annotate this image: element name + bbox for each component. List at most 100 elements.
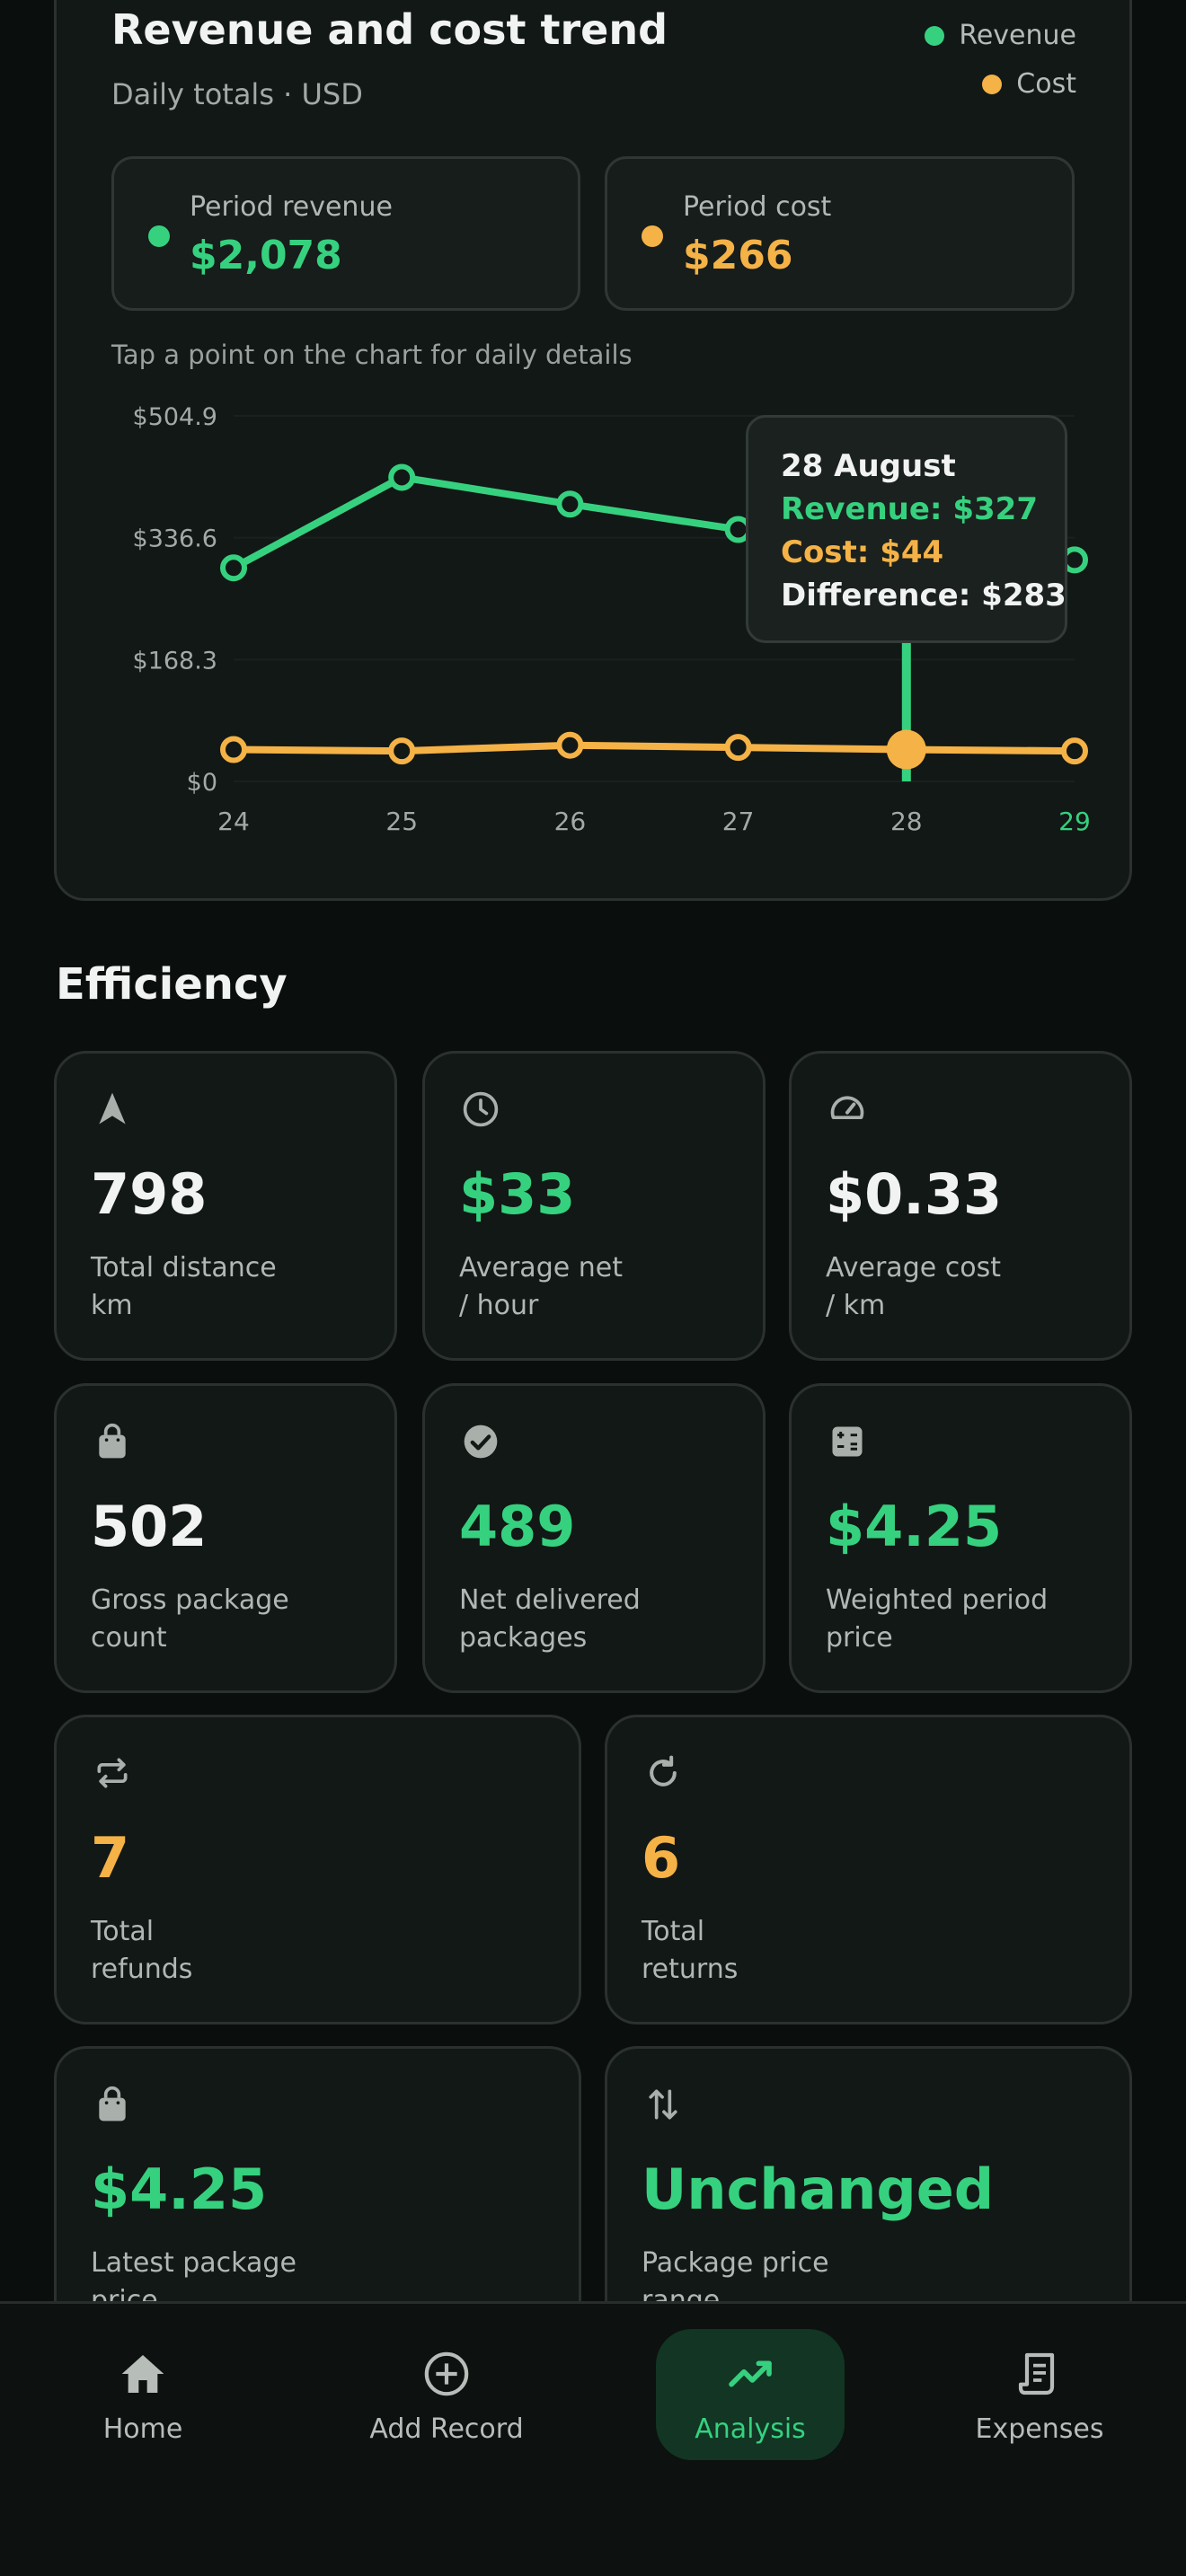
nav-expenses[interactable]: Expenses: [945, 2329, 1134, 2460]
refresh-icon: [650, 1755, 677, 1786]
metric-card: 489 Net delivered packages: [422, 1383, 766, 1693]
period-revenue-box: Period revenue $2,078: [111, 156, 580, 311]
metric-value: $0.33: [826, 1161, 1003, 1227]
legend-cost-dot: [982, 74, 1003, 94]
nav-analysis[interactable]: Analysis: [656, 2329, 845, 2460]
metric-card: 798 Total distance km: [54, 1051, 397, 1361]
tooltip-cost: Cost: $44: [781, 534, 944, 570]
revenue-point: [388, 463, 416, 491]
navigation-arrow-icon: [99, 1092, 126, 1125]
metric-label: Package pricerange: [642, 2245, 929, 2320]
metric-label-line2: km: [91, 1290, 133, 1321]
metric-card: $33 Average net / hour: [422, 1051, 766, 1361]
metric-value: 798: [91, 1161, 208, 1227]
metric-card: 6 Total returns: [605, 1715, 1132, 2025]
x-tick-label: 28: [890, 807, 923, 836]
period-cost-value: $266: [683, 233, 793, 278]
legend-revenue: Revenue: [925, 20, 1076, 51]
metric-label-line1: Weighted period: [826, 1584, 1049, 1616]
check-circle-icon: [464, 1425, 498, 1459]
calculator-icon: [832, 1426, 863, 1457]
metric-label-line1: Total distance: [91, 1252, 277, 1284]
trend-chart-icon: [729, 2360, 772, 2387]
nav-add-record-label: Add Record: [369, 2413, 524, 2445]
metric-value: 7: [91, 1825, 130, 1891]
metric-label: Net delivered packages: [459, 1582, 747, 1657]
legend-revenue-dot: [925, 25, 945, 46]
nav-add-record[interactable]: Add Record: [352, 2329, 541, 2460]
cost-point: [724, 734, 752, 762]
metric-label: Average cost / km: [826, 1249, 1113, 1325]
x-tick-label: 26: [554, 807, 587, 836]
chart-title: Revenue and cost trend: [111, 5, 668, 54]
metric-label-line2: / hour: [459, 1290, 539, 1321]
nav-home[interactable]: Home: [49, 2329, 237, 2460]
speedometer-icon: [830, 1096, 864, 1119]
chart-subtitle: Daily totals · USD: [111, 77, 363, 111]
add-circle-icon: [424, 2351, 469, 2396]
period-cost-box: Period cost $266: [605, 156, 1075, 311]
cost-point: [220, 736, 247, 763]
period-cost-label: Period cost: [683, 191, 832, 223]
cost-point: [388, 737, 416, 765]
tooltip-date: 28 August: [781, 448, 956, 484]
metric-label-line1: Total: [642, 1916, 705, 1947]
chart-hint: Tap a point on the chart for daily detai…: [111, 340, 633, 370]
cost-line: [230, 741, 1078, 755]
clock-icon: [463, 1091, 499, 1127]
metric-label: Average net / hour: [459, 1249, 747, 1325]
metric-label: Gross package count: [91, 1582, 378, 1657]
cost-point: [1061, 737, 1088, 765]
nav-expenses-label: Expenses: [975, 2413, 1104, 2445]
period-revenue-label: Period revenue: [190, 191, 393, 223]
nav-analysis-label: Analysis: [695, 2413, 806, 2445]
y-tick-label: $336.6: [133, 525, 217, 553]
metric-label-line2: returns: [642, 1954, 739, 1985]
bottom-navigation: Home Add Record Analysis Expenses: [0, 2301, 1186, 2576]
cost-dot: [642, 225, 663, 247]
tooltip-revenue: Revenue: $327: [781, 491, 1038, 527]
y-tick-label: $504.9: [133, 403, 217, 431]
period-revenue-value: $2,078: [190, 233, 342, 278]
shopping-bag-icon: [99, 2086, 126, 2122]
metric-label-line1: Gross package: [91, 1584, 289, 1616]
metric-label-line2: refunds: [91, 1954, 193, 1985]
metric-label-line1: Net delivered: [459, 1584, 641, 1616]
metric-value: Unchanged: [642, 2157, 995, 2222]
chart-tooltip: 28 August Revenue: $327 Cost: $44 Differ…: [746, 415, 1067, 643]
metric-label-line1: Average cost: [826, 1252, 1001, 1284]
metric-label-line2: price: [826, 1622, 893, 1654]
metric-value: $4.25: [826, 1494, 1003, 1559]
home-icon: [121, 2355, 164, 2393]
revenue-point: [220, 554, 247, 582]
metric-label-line1: Total: [91, 1916, 155, 1947]
metric-card: $4.25 Weighted period price: [789, 1383, 1132, 1693]
metric-card: 502 Gross package count: [54, 1383, 397, 1693]
metric-value: $4.25: [91, 2157, 268, 2222]
legend-cost: Cost: [982, 68, 1076, 100]
metric-label-line2: packages: [459, 1622, 588, 1654]
metric-value: 489: [459, 1494, 576, 1559]
metric-label-line2: / km: [826, 1290, 886, 1321]
x-tick-label: 27: [722, 807, 755, 836]
metric-value: 6: [642, 1825, 681, 1891]
legend-cost-label: Cost: [1016, 68, 1076, 100]
x-tick-label: 25: [385, 807, 418, 836]
shopping-bag-icon: [99, 1423, 126, 1459]
metric-label: Weighted period price: [826, 1582, 1113, 1657]
nav-home-label: Home: [102, 2413, 183, 2445]
cost-point-selected: [886, 729, 926, 770]
repeat-icon: [97, 1758, 128, 1788]
metric-card: $0.33 Average cost / km: [789, 1051, 1132, 1361]
swap-vertical-icon: [649, 2089, 677, 2120]
metric-label: Total returns: [642, 1913, 929, 1989]
y-tick-label: $168.3: [133, 647, 217, 675]
metric-label-line1: Package price: [642, 2247, 829, 2279]
y-tick-label: $0: [187, 769, 217, 797]
revenue-dot: [148, 225, 170, 247]
metric-card: 7 Total refunds: [54, 1715, 581, 2025]
x-tick-label: 24: [217, 807, 250, 836]
efficiency-title: Efficiency: [56, 959, 288, 1010]
metric-value: 502: [91, 1494, 208, 1559]
metric-value: $33: [459, 1161, 576, 1227]
